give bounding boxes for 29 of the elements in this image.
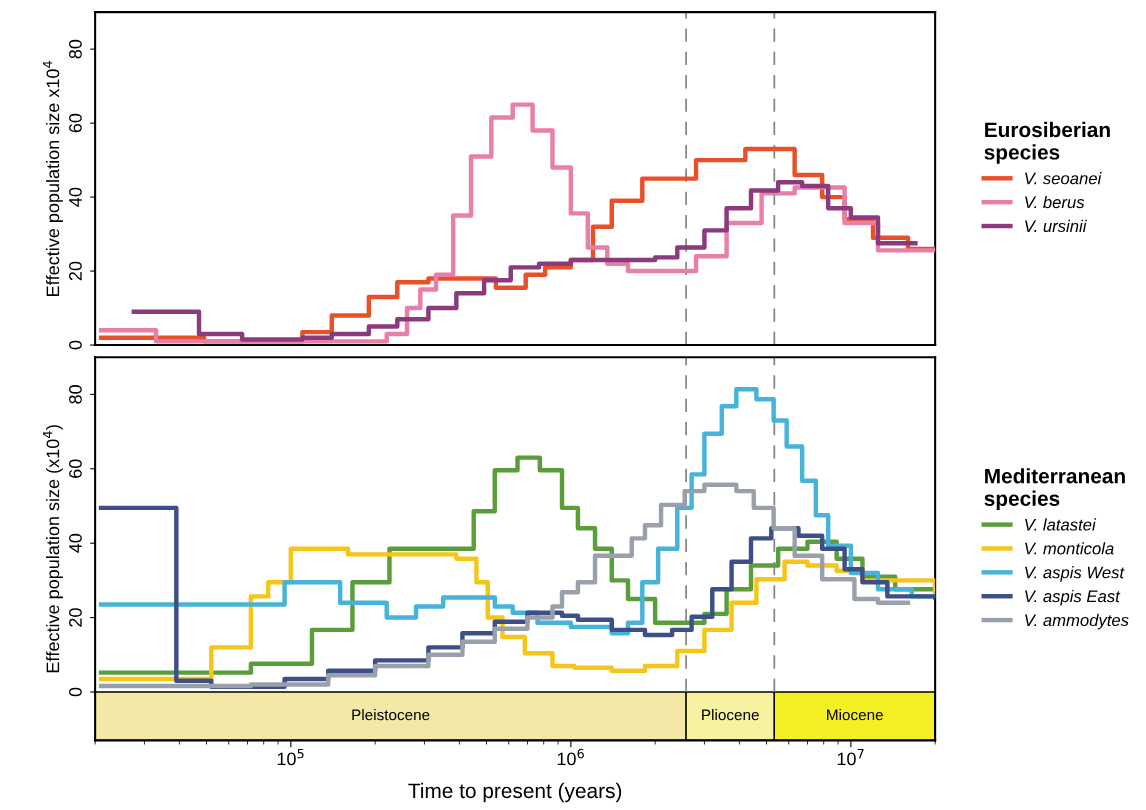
legend-title: Mediterranean species xyxy=(984,468,1125,511)
y-tick-label: 20 xyxy=(69,608,82,627)
legend-label: V. aspis West xyxy=(1025,566,1125,582)
band-label: Pleistocene xyxy=(352,709,430,721)
legend-label: V. monticola xyxy=(1025,542,1114,555)
y-tick-label: 20 xyxy=(69,261,82,281)
legend-label: V. ursinii xyxy=(1025,219,1087,233)
y-axis-title: Effective population size x10$^{4}$ xyxy=(42,61,63,296)
y-tick-label: 0 xyxy=(69,687,82,697)
band-label: Miocene xyxy=(827,709,883,721)
x-tick-label: 10$^{7}$ xyxy=(837,748,864,766)
legend-label: V. ammodytes xyxy=(1025,613,1129,630)
y-tick-label: 80 xyxy=(69,385,82,404)
y-tick-label: 40 xyxy=(69,187,82,207)
x-tick-label: 10$^{5}$ xyxy=(277,748,304,766)
x-tick-label: 10$^{6}$ xyxy=(557,748,584,766)
band-label: Pliocene xyxy=(702,709,759,721)
x-axis-title: Time to present (years) xyxy=(408,782,622,803)
legend-label: V. aspis East xyxy=(1025,589,1121,606)
y-tick-label: 80 xyxy=(69,39,82,59)
legend-label: V. seoanei xyxy=(1025,172,1102,185)
y-axis-title: Effective population size (x10$^{4}$) xyxy=(42,425,63,673)
y-tick-label: 60 xyxy=(69,459,82,478)
legend-label: V. berus xyxy=(1025,195,1085,209)
legend-title: Eurosiberian species xyxy=(984,121,1110,164)
y-tick-label: 40 xyxy=(69,533,82,553)
legend-label: V. latastei xyxy=(1025,518,1097,531)
y-tick-label: 60 xyxy=(69,113,82,133)
y-tick-label: 0 xyxy=(69,340,82,350)
